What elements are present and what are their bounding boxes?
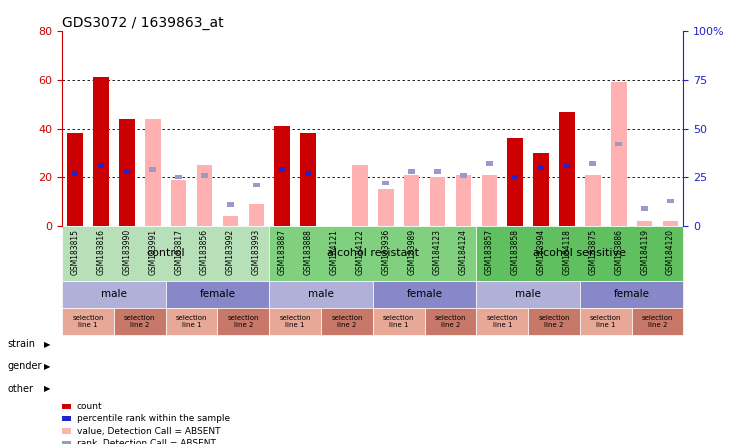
- Text: alcohol resistant: alcohol resistant: [327, 248, 419, 258]
- Text: male: male: [308, 289, 334, 299]
- Bar: [404, 175, 420, 226]
- Text: other: other: [7, 384, 34, 393]
- Bar: [616, 142, 622, 147]
- Text: selection
line 1: selection line 1: [72, 315, 104, 328]
- Bar: [460, 173, 467, 178]
- Bar: [477, 308, 528, 335]
- Bar: [352, 165, 368, 226]
- Text: selection
line 1: selection line 1: [279, 315, 311, 328]
- Bar: [611, 82, 626, 226]
- Bar: [279, 167, 285, 172]
- Text: selection
line 2: selection line 2: [227, 315, 259, 328]
- Text: male: male: [515, 289, 541, 299]
- Text: selection
line 2: selection line 2: [331, 315, 363, 328]
- Bar: [62, 226, 269, 281]
- Text: control: control: [146, 248, 185, 258]
- Bar: [507, 139, 523, 226]
- Bar: [455, 175, 471, 226]
- Bar: [528, 308, 580, 335]
- Bar: [564, 163, 569, 168]
- Text: value, Detection Call = ABSENT: value, Detection Call = ABSENT: [77, 427, 220, 436]
- Bar: [274, 126, 290, 226]
- Bar: [434, 169, 441, 174]
- Bar: [430, 177, 445, 226]
- Text: female: female: [200, 289, 235, 299]
- Text: selection
line 2: selection line 2: [124, 315, 156, 328]
- Text: female: female: [614, 289, 650, 299]
- Bar: [382, 181, 389, 185]
- Bar: [269, 226, 477, 281]
- Bar: [538, 165, 544, 170]
- Text: selection
line 1: selection line 1: [487, 315, 518, 328]
- Bar: [585, 175, 601, 226]
- Text: selection
line 1: selection line 1: [383, 315, 414, 328]
- Bar: [580, 281, 683, 308]
- Bar: [72, 171, 77, 175]
- Bar: [94, 77, 109, 226]
- Text: count: count: [77, 402, 102, 411]
- Bar: [62, 281, 166, 308]
- Text: percentile rank within the sample: percentile rank within the sample: [77, 414, 230, 423]
- Text: ▶: ▶: [44, 362, 50, 371]
- Bar: [145, 119, 161, 226]
- Bar: [641, 206, 648, 211]
- Bar: [124, 169, 129, 174]
- Bar: [98, 163, 104, 168]
- Text: male: male: [101, 289, 127, 299]
- Bar: [166, 308, 218, 335]
- Text: GDS3072 / 1639863_at: GDS3072 / 1639863_at: [62, 16, 224, 30]
- Bar: [269, 308, 321, 335]
- Bar: [300, 134, 316, 226]
- Bar: [306, 171, 311, 175]
- Bar: [166, 281, 269, 308]
- Bar: [482, 175, 497, 226]
- Bar: [512, 175, 518, 179]
- Bar: [62, 308, 114, 335]
- Bar: [119, 119, 135, 226]
- Text: selection
line 1: selection line 1: [176, 315, 208, 328]
- Bar: [632, 308, 683, 335]
- Bar: [559, 111, 575, 226]
- Bar: [269, 281, 373, 308]
- Bar: [378, 190, 393, 226]
- Bar: [67, 134, 83, 226]
- Bar: [373, 308, 425, 335]
- Text: alcohol sensitive: alcohol sensitive: [534, 248, 626, 258]
- Bar: [373, 281, 477, 308]
- Text: selection
line 2: selection line 2: [642, 315, 673, 328]
- Text: selection
line 2: selection line 2: [435, 315, 466, 328]
- Bar: [223, 216, 238, 226]
- Bar: [477, 226, 683, 281]
- Bar: [667, 198, 674, 203]
- Bar: [149, 167, 156, 172]
- Bar: [663, 221, 678, 226]
- Bar: [408, 169, 415, 174]
- Bar: [300, 165, 316, 226]
- Text: selection
line 1: selection line 1: [590, 315, 621, 328]
- Text: gender: gender: [7, 361, 42, 371]
- Bar: [218, 308, 269, 335]
- Text: ▶: ▶: [44, 384, 50, 393]
- Bar: [589, 162, 596, 166]
- Text: rank, Detection Call = ABSENT: rank, Detection Call = ABSENT: [77, 439, 216, 444]
- Text: ▶: ▶: [44, 340, 50, 349]
- Bar: [175, 175, 182, 179]
- Bar: [477, 281, 580, 308]
- Bar: [486, 162, 493, 166]
- Bar: [637, 221, 652, 226]
- Bar: [249, 204, 264, 226]
- Bar: [580, 308, 632, 335]
- Bar: [534, 153, 549, 226]
- Bar: [114, 308, 166, 335]
- Bar: [197, 165, 212, 226]
- Text: strain: strain: [7, 339, 35, 349]
- Bar: [253, 183, 260, 187]
- Text: female: female: [406, 289, 442, 299]
- Text: selection
line 2: selection line 2: [538, 315, 569, 328]
- Bar: [321, 308, 373, 335]
- Bar: [425, 308, 477, 335]
- Bar: [201, 173, 208, 178]
- Bar: [227, 202, 234, 207]
- Bar: [171, 180, 186, 226]
